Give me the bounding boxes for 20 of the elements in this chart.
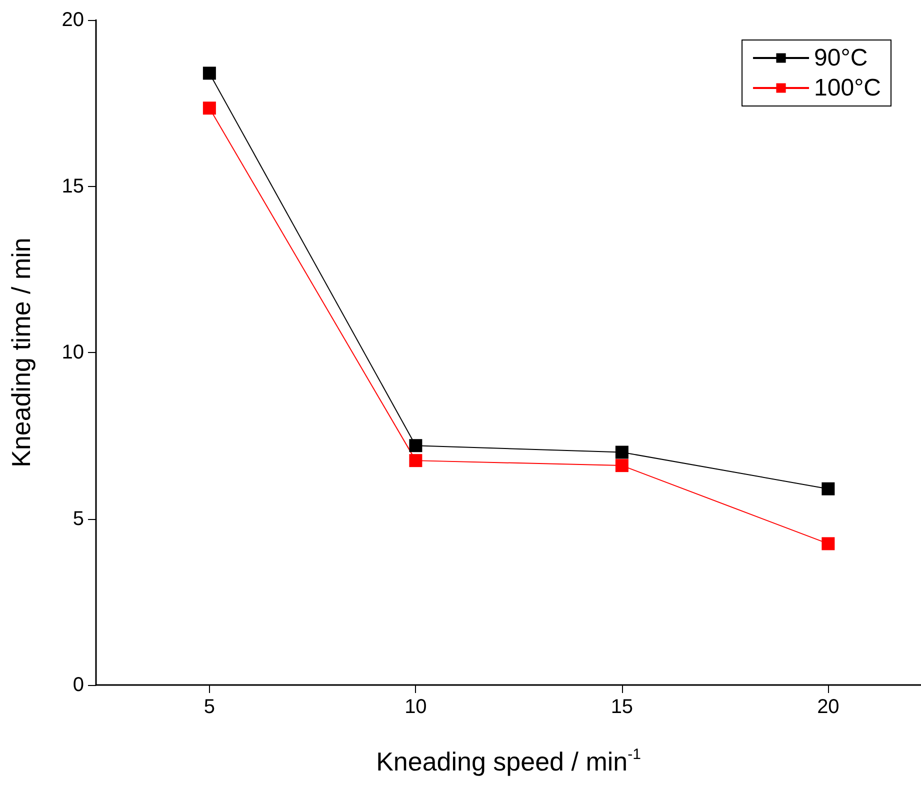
point bbox=[615, 459, 628, 472]
legend-label: 100°C bbox=[814, 74, 882, 102]
x-tick-label: 15 bbox=[610, 696, 634, 718]
point bbox=[822, 482, 835, 496]
point bbox=[409, 454, 422, 468]
point bbox=[409, 439, 422, 452]
point bbox=[202, 102, 216, 115]
point bbox=[615, 446, 628, 459]
y-tick-label: 5 bbox=[72, 508, 84, 530]
x-tick-label: 10 bbox=[404, 696, 427, 718]
legend-label: 90°C bbox=[814, 44, 868, 72]
point bbox=[202, 66, 216, 80]
point bbox=[822, 537, 835, 550]
y-tick-label: 15 bbox=[62, 175, 84, 198]
y-tick-label: 10 bbox=[62, 342, 84, 364]
x-tick-label: 5 bbox=[204, 696, 215, 718]
y-axis-title: Kneading time / min bbox=[6, 238, 36, 468]
x-tick-label: 20 bbox=[817, 696, 840, 718]
y-tick-label: 0 bbox=[72, 674, 84, 696]
y-tick-label: 20 bbox=[62, 9, 84, 31]
